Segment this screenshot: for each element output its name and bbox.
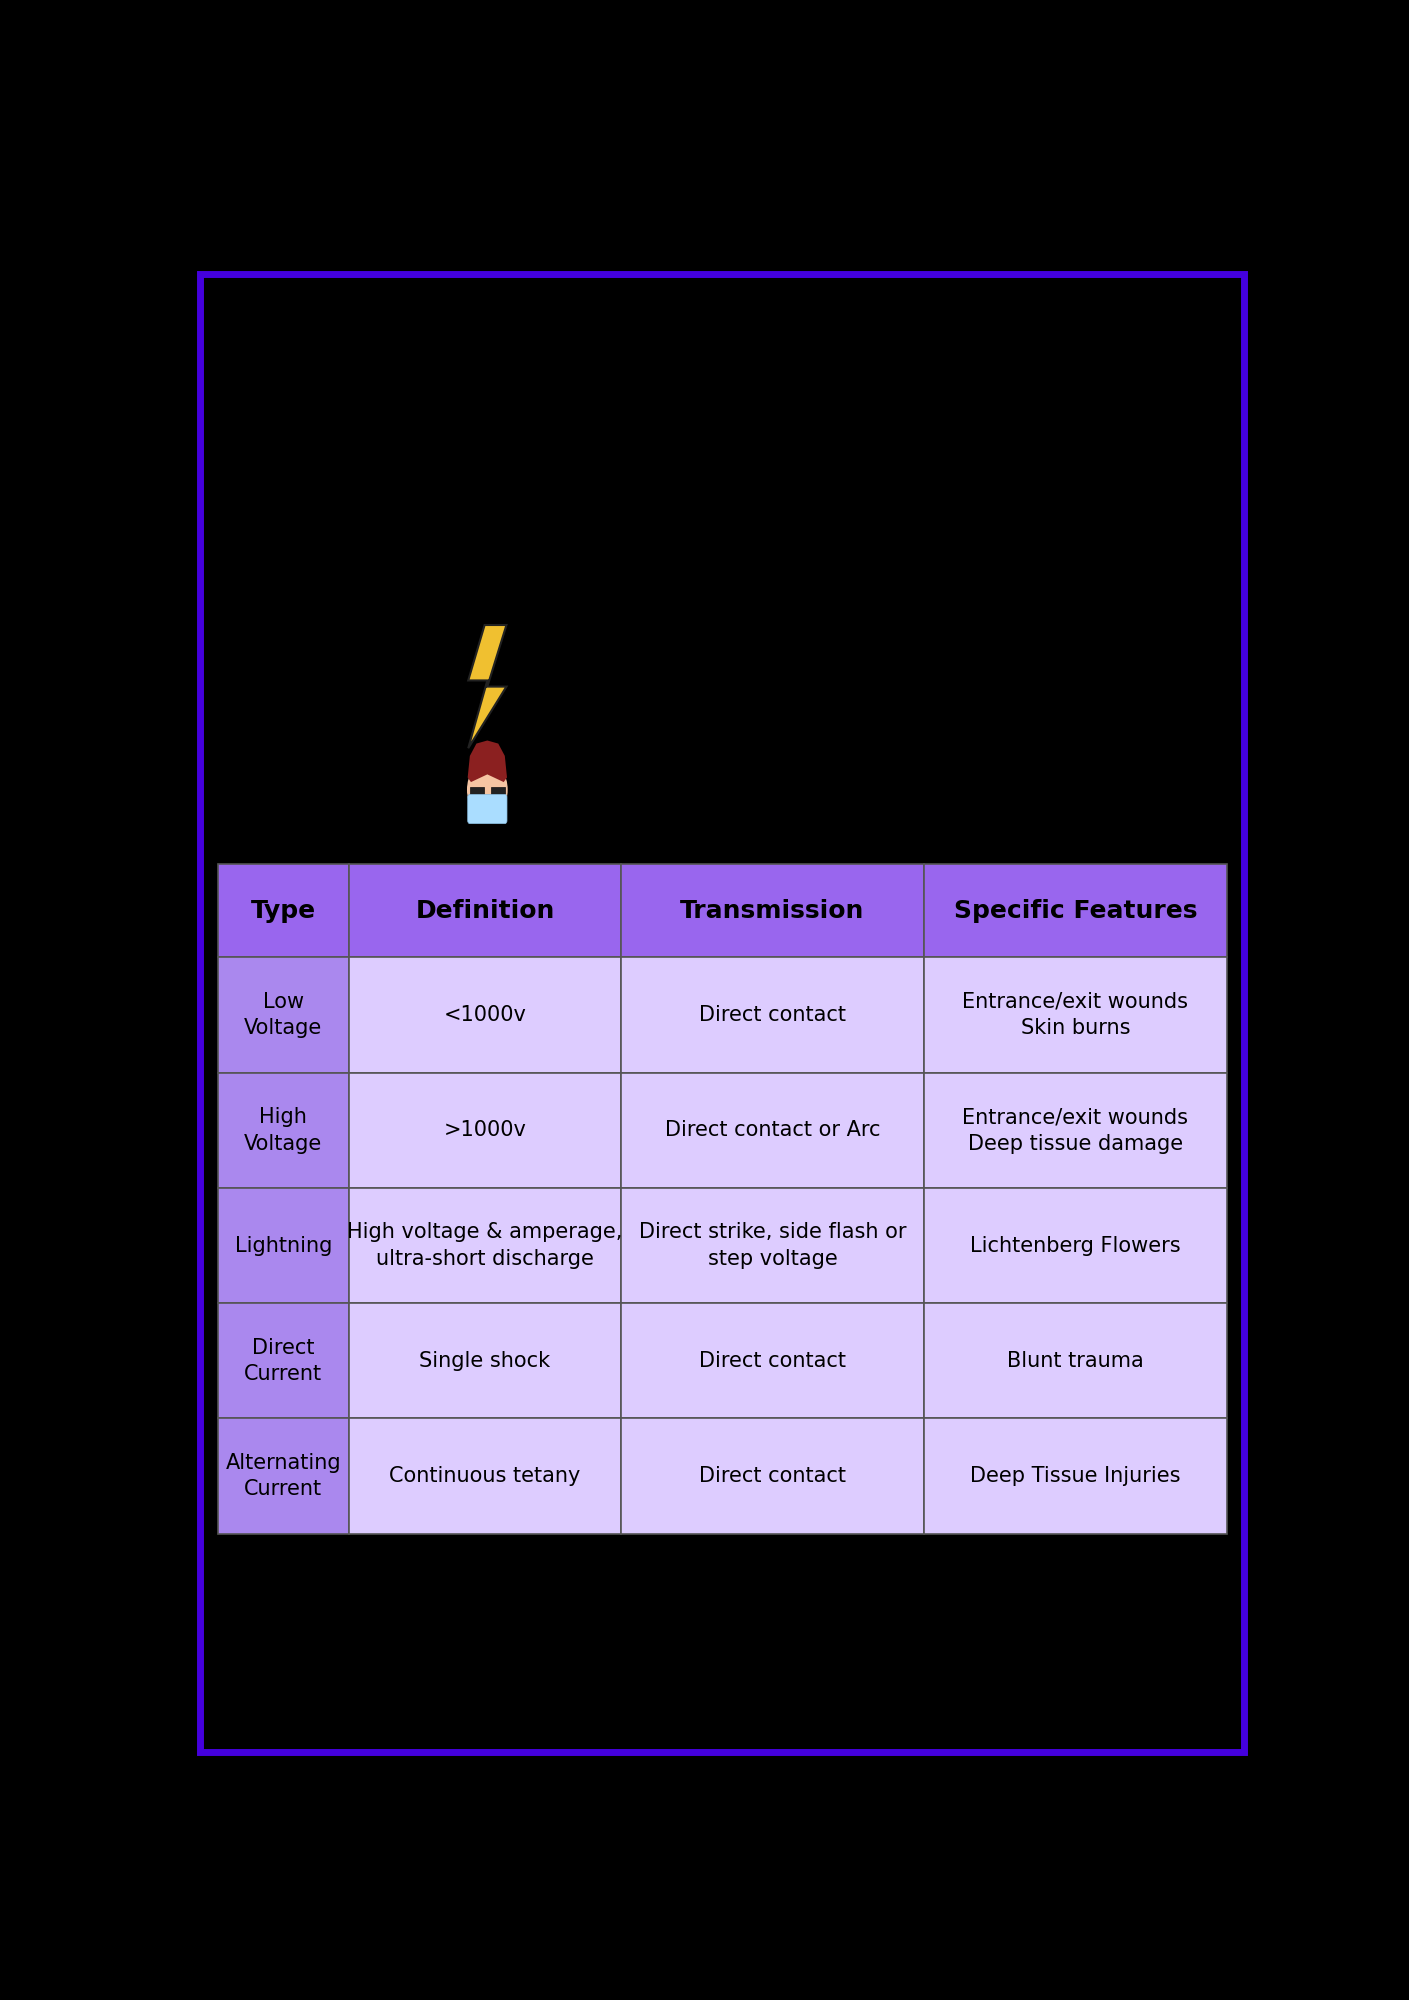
- Bar: [924, 1304, 1227, 1418]
- Bar: [217, 1072, 349, 1188]
- Bar: [349, 1188, 621, 1304]
- Bar: [621, 958, 924, 1072]
- Text: Entrance/exit wounds
Deep tissue damage: Entrance/exit wounds Deep tissue damage: [962, 1108, 1188, 1154]
- Text: Alternating
Current: Alternating Current: [225, 1452, 341, 1500]
- Text: Specific Features: Specific Features: [954, 898, 1198, 922]
- Polygon shape: [468, 740, 507, 782]
- Text: Type: Type: [251, 898, 316, 922]
- Text: Direct contact: Direct contact: [699, 1350, 845, 1370]
- Text: Definition: Definition: [416, 898, 555, 922]
- Text: Direct strike, side flash or
step voltage: Direct strike, side flash or step voltag…: [638, 1222, 906, 1268]
- Bar: [349, 1304, 621, 1418]
- Text: Entrance/exit wounds
Skin burns: Entrance/exit wounds Skin burns: [962, 992, 1188, 1038]
- Bar: [490, 786, 504, 800]
- Bar: [621, 1072, 924, 1188]
- Bar: [621, 1418, 924, 1534]
- Circle shape: [468, 762, 507, 818]
- Bar: [469, 786, 485, 800]
- Text: <1000v: <1000v: [444, 1006, 527, 1026]
- Bar: [217, 1304, 349, 1418]
- Bar: [349, 864, 621, 958]
- Text: Blunt trauma: Blunt trauma: [1007, 1350, 1144, 1370]
- Bar: [621, 1188, 924, 1304]
- Text: Direct contact or Arc: Direct contact or Arc: [665, 1120, 881, 1140]
- Text: High
Voltage: High Voltage: [244, 1108, 323, 1154]
- Bar: [924, 1418, 1227, 1534]
- Polygon shape: [468, 626, 506, 748]
- Text: Transmission: Transmission: [681, 898, 865, 922]
- Bar: [924, 864, 1227, 958]
- Bar: [217, 1188, 349, 1304]
- Text: Lichtenberg Flowers: Lichtenberg Flowers: [969, 1236, 1181, 1256]
- Text: >1000v: >1000v: [444, 1120, 527, 1140]
- Bar: [621, 1304, 924, 1418]
- Text: Direct contact: Direct contact: [699, 1466, 845, 1486]
- Bar: [217, 1418, 349, 1534]
- FancyBboxPatch shape: [468, 794, 507, 824]
- Bar: [349, 1072, 621, 1188]
- Bar: [349, 1418, 621, 1534]
- Text: Deep Tissue Injuries: Deep Tissue Injuries: [969, 1466, 1181, 1486]
- Text: Direct contact: Direct contact: [699, 1006, 845, 1026]
- Text: Single shock: Single shock: [420, 1350, 551, 1370]
- Bar: [924, 1188, 1227, 1304]
- Text: Direct
Current: Direct Current: [244, 1338, 323, 1384]
- Text: High voltage & amperage,
ultra-short discharge: High voltage & amperage, ultra-short dis…: [347, 1222, 623, 1268]
- Text: Continuous tetany: Continuous tetany: [389, 1466, 581, 1486]
- Bar: [349, 958, 621, 1072]
- Bar: [621, 864, 924, 958]
- Bar: [217, 958, 349, 1072]
- Bar: [217, 864, 349, 958]
- Text: Low
Voltage: Low Voltage: [244, 992, 323, 1038]
- Text: Lightning: Lightning: [234, 1236, 333, 1256]
- Bar: [924, 1072, 1227, 1188]
- Bar: [924, 958, 1227, 1072]
